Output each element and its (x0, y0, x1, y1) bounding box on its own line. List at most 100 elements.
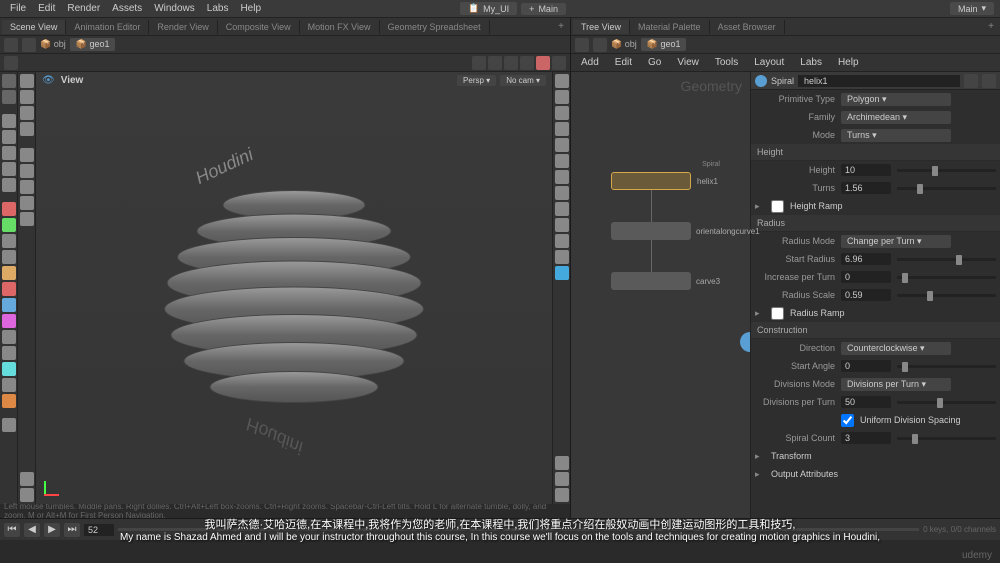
disp-icon-16[interactable] (555, 488, 569, 502)
shelf-icon-9[interactable] (2, 218, 16, 232)
arrow-rramp[interactable]: ▸ (755, 308, 765, 319)
shelf-icon-3[interactable] (2, 114, 16, 128)
chk-rramp[interactable] (771, 307, 784, 320)
shelf-icon-17[interactable] (2, 346, 16, 360)
slider-scount[interactable] (897, 437, 996, 440)
disp-icon-12[interactable] (555, 250, 569, 264)
chk-hramp[interactable] (771, 200, 784, 213)
disp-icon-8[interactable] (555, 186, 569, 200)
shelf-icon-14[interactable] (2, 298, 16, 312)
viewport[interactable]: 👁 View Persp ▾ No cam ▾ Houdini (36, 72, 552, 504)
network-view[interactable]: Geometry helix1 Spiral orientalongcurve1… (571, 72, 751, 518)
net-labs[interactable]: Labs (794, 57, 828, 68)
tab-tree-view[interactable]: Tree View (573, 20, 630, 34)
vt-btn-5[interactable] (520, 56, 534, 70)
tool-7-icon[interactable] (20, 180, 34, 194)
param-gear-icon[interactable] (964, 74, 978, 88)
vt-btn-7[interactable] (552, 56, 566, 70)
tab-geo-spreadsheet[interactable]: Geometry Spreadsheet (380, 20, 490, 34)
shelf-icon-19[interactable] (2, 378, 16, 392)
val-rscale[interactable]: 0.59 (841, 289, 891, 301)
tool-scale-icon[interactable] (20, 122, 34, 136)
dd-direction[interactable]: Counterclockwise ▾ (841, 342, 951, 355)
tab-motionfx[interactable]: Motion FX View (300, 20, 380, 34)
cam-dropdown[interactable]: No cam ▾ (500, 75, 546, 86)
tool-9-icon[interactable] (20, 212, 34, 226)
tool-grid-icon[interactable] (20, 488, 34, 502)
rnav-fwd[interactable] (593, 38, 607, 52)
tab-add-icon[interactable]: + (554, 21, 568, 32)
disp-icon-2[interactable] (555, 90, 569, 104)
dd-rmode[interactable]: Change per Turn ▾ (841, 235, 951, 248)
vt-btn-3[interactable] (488, 56, 502, 70)
node-carve[interactable]: carve3 (611, 272, 691, 290)
chk-uniform[interactable] (841, 414, 854, 427)
val-sradius[interactable]: 6.96 (841, 253, 891, 265)
net-go[interactable]: Go (642, 57, 667, 68)
desktop-tab-3[interactable]: Main ▾ (950, 2, 994, 15)
dd-mode[interactable]: Turns ▾ (841, 129, 951, 142)
tool-snap-icon[interactable] (20, 472, 34, 486)
tool-rotate-icon[interactable] (20, 106, 34, 120)
disp-icon-11[interactable] (555, 234, 569, 248)
slider-sradius[interactable] (897, 258, 996, 261)
eye-icon[interactable]: 👁 (42, 75, 55, 86)
shelf-icon-18[interactable] (2, 362, 16, 376)
disp-icon-6[interactable] (555, 154, 569, 168)
disp-icon-3[interactable] (555, 106, 569, 120)
shelf-icon-2[interactable] (2, 90, 16, 104)
arrow-transform[interactable]: ▸ (755, 451, 765, 462)
tool-5-icon[interactable] (20, 148, 34, 162)
arrow-hramp[interactable]: ▸ (755, 201, 765, 212)
net-add[interactable]: Add (575, 57, 605, 68)
rpath-geo[interactable]: 📦 geo1 (641, 38, 687, 51)
menu-help[interactable]: Help (234, 3, 267, 14)
persp-dropdown[interactable]: Persp ▾ (457, 75, 496, 86)
shelf-icon-21[interactable] (2, 418, 16, 432)
menu-file[interactable]: File (4, 3, 32, 14)
menu-assets[interactable]: Assets (106, 3, 148, 14)
dd-dmode[interactable]: Divisions per Turn ▾ (841, 378, 951, 391)
val-height[interactable]: 10 (841, 164, 891, 176)
param-help-icon[interactable] (982, 74, 996, 88)
menu-render[interactable]: Render (61, 3, 106, 14)
slider-incturn[interactable] (897, 276, 996, 279)
shelf-icon-1[interactable] (2, 74, 16, 88)
disp-icon-14[interactable] (555, 456, 569, 470)
disp-icon-9[interactable] (555, 202, 569, 216)
tool-move-icon[interactable] (20, 90, 34, 104)
shelf-icon-11[interactable] (2, 250, 16, 264)
net-tools[interactable]: Tools (709, 57, 744, 68)
slider-sangle[interactable] (897, 365, 996, 368)
path-geo[interactable]: 📦 geo1 (70, 38, 116, 51)
menu-windows[interactable]: Windows (148, 3, 201, 14)
vt-btn-4[interactable] (504, 56, 518, 70)
vt-btn-1[interactable] (4, 56, 18, 70)
shelf-icon-12[interactable] (2, 266, 16, 280)
vt-btn-6[interactable] (536, 56, 550, 70)
viewport-content[interactable]: Houdini Houdini (36, 88, 552, 504)
disp-icon-1[interactable] (555, 74, 569, 88)
slider-height[interactable] (897, 169, 996, 172)
val-scount[interactable]: 3 (841, 432, 891, 444)
net-layout[interactable]: Layout (748, 57, 790, 68)
right-tab-add[interactable]: + (984, 21, 998, 32)
slider-turns[interactable] (897, 187, 996, 190)
disp-icon-5[interactable] (555, 138, 569, 152)
shelf-icon-5[interactable] (2, 146, 16, 160)
menu-labs[interactable]: Labs (201, 3, 235, 14)
dd-primtype[interactable]: Polygon ▾ (841, 93, 951, 106)
tab-asset[interactable]: Asset Browser (710, 20, 785, 34)
tab-composite[interactable]: Composite View (218, 20, 300, 34)
net-edit[interactable]: Edit (609, 57, 638, 68)
val-incturn[interactable]: 0 (841, 271, 891, 283)
disp-icon-7[interactable] (555, 170, 569, 184)
shelf-icon-7[interactable] (2, 178, 16, 192)
param-name[interactable]: helix1 (798, 75, 960, 87)
tool-select-icon[interactable] (20, 74, 34, 88)
shelf-icon-15[interactable] (2, 314, 16, 328)
tab-render-view[interactable]: Render View (149, 20, 217, 34)
nav-fwd-icon[interactable] (22, 38, 36, 52)
shelf-icon-16[interactable] (2, 330, 16, 344)
nav-back-icon[interactable] (4, 38, 18, 52)
